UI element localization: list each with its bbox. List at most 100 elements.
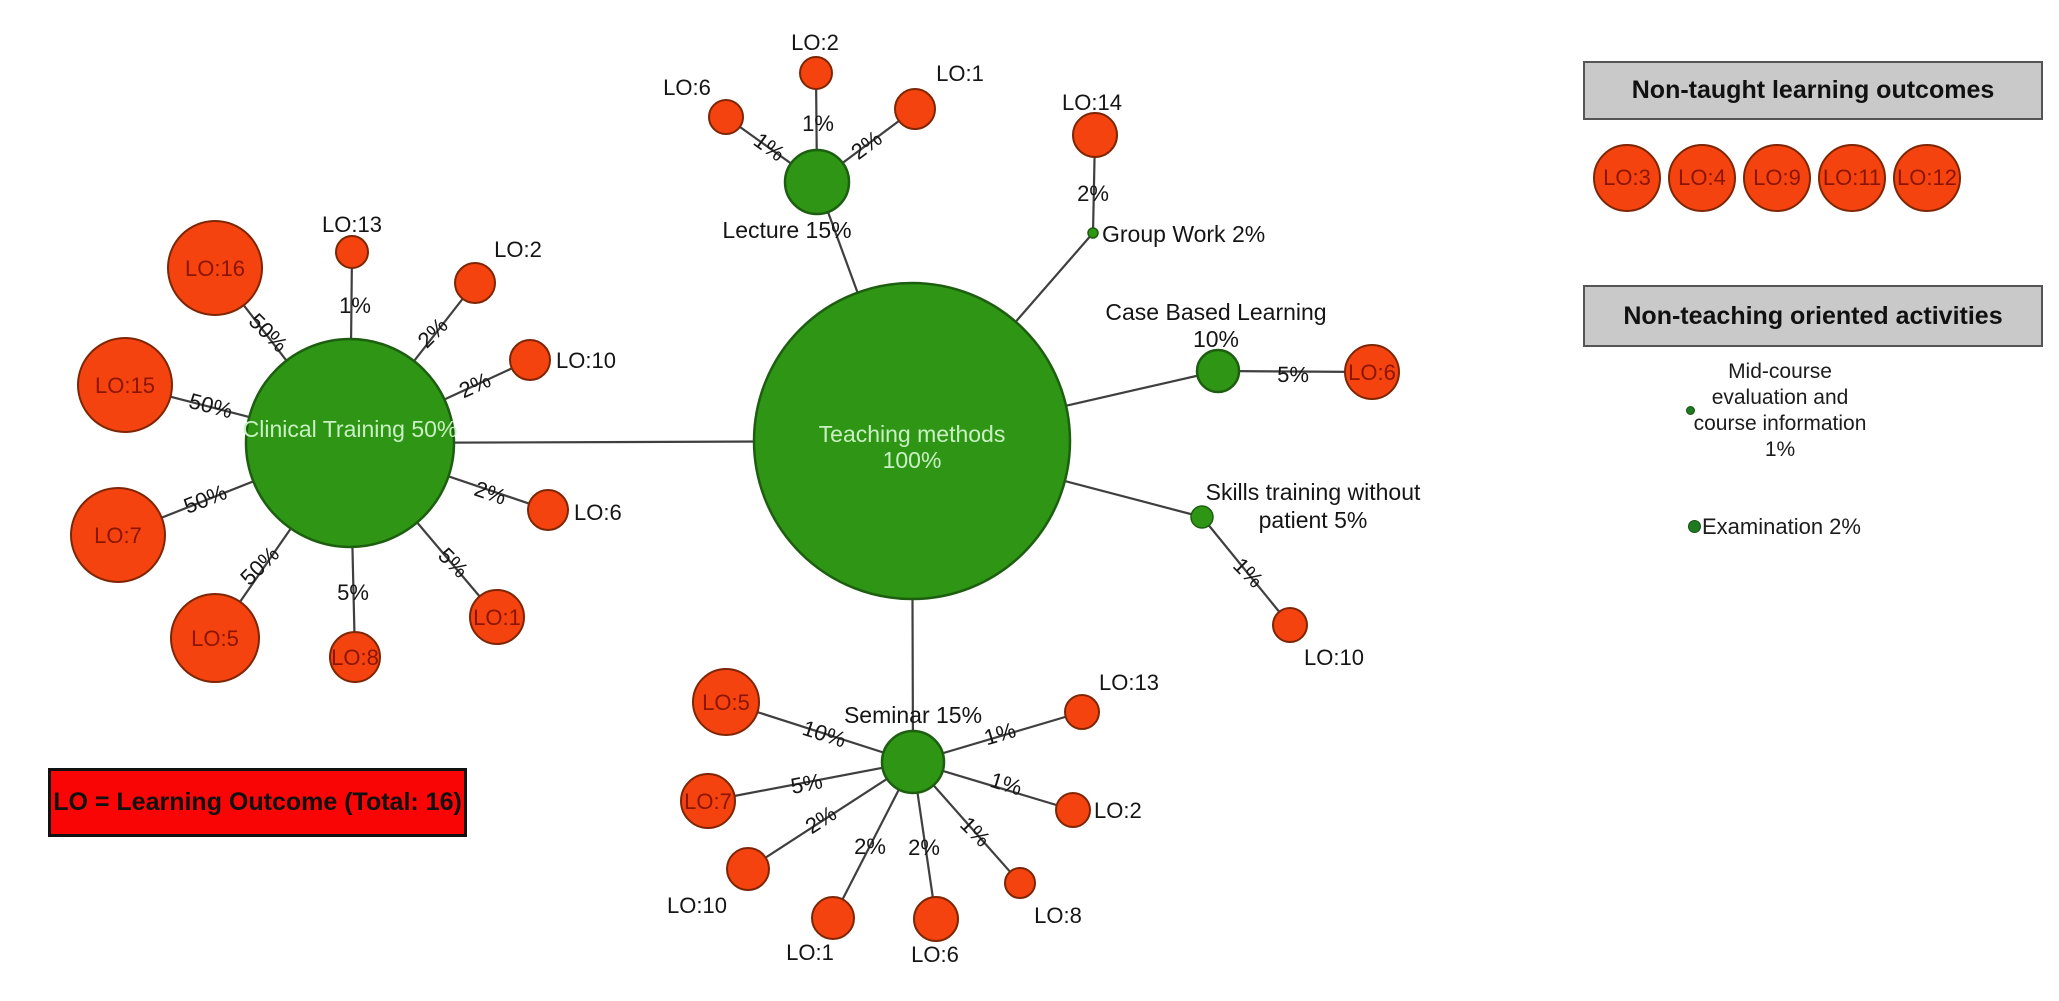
edge-skills-lo10 bbox=[1201, 516, 1291, 626]
edge-percent-label: 50% bbox=[186, 388, 235, 423]
hub-label-case_based: Case Based Learning bbox=[1105, 299, 1326, 325]
satellite-label-lo2: LO:2 bbox=[494, 237, 542, 262]
edge-percent-label: 1% bbox=[981, 717, 1019, 750]
edge-percent-label: 5% bbox=[337, 580, 369, 605]
hub-node-lecture bbox=[783, 148, 851, 216]
satellite-label-lo10: LO:10 bbox=[556, 348, 616, 373]
satellite-node-lo14 bbox=[1072, 112, 1118, 158]
satellite-node-lo2 bbox=[1055, 792, 1091, 828]
hub-label-skills: Skills training without bbox=[1206, 479, 1421, 505]
satellite-label-lo6: LO:6 bbox=[663, 75, 711, 100]
hub-label-seminar: Seminar 15% bbox=[844, 702, 982, 728]
edge-percent-label: 2% bbox=[846, 125, 886, 164]
hub-node-case_based bbox=[1195, 348, 1241, 394]
mid-course-dot-icon bbox=[1686, 406, 1695, 415]
satellite-label-lo8: LO:8 bbox=[331, 645, 379, 670]
satellite-node-lo7 bbox=[680, 773, 736, 829]
satellite-label-lo16: LO:16 bbox=[185, 256, 245, 281]
satellite-label-lo7: LO:7 bbox=[684, 789, 732, 814]
non-taught-outcomes-title: Non-taught learning outcomes bbox=[1631, 76, 1995, 104]
non-taught-lo-chip: LO:12 bbox=[1893, 144, 1961, 212]
hub-node-clinical bbox=[244, 337, 456, 549]
satellite-node-lo10 bbox=[509, 339, 551, 381]
chip-label: LO:12 bbox=[1897, 165, 1957, 190]
non-taught-lo-chip: LO:4 bbox=[1668, 144, 1736, 212]
satellite-node-lo6 bbox=[1344, 344, 1400, 400]
satellite-node-lo10 bbox=[1272, 607, 1308, 643]
hub-node-teaching bbox=[752, 281, 1072, 601]
satellite-label-lo6: LO:6 bbox=[574, 500, 622, 525]
satellite-label-lo5: LO:5 bbox=[702, 690, 750, 715]
hub-label-lecture: Lecture 15% bbox=[722, 217, 851, 243]
satellite-label-lo10: LO:10 bbox=[667, 893, 727, 918]
edge-percent-label: 5% bbox=[1277, 362, 1309, 387]
satellite-node-lo5 bbox=[692, 668, 760, 736]
lo-legend-label: LO = Learning Outcome (Total: 16) bbox=[53, 788, 462, 816]
satellite-node-lo15 bbox=[77, 337, 173, 433]
satellite-node-lo6 bbox=[913, 896, 959, 942]
edge-percent-label: 2% bbox=[455, 367, 494, 403]
mid-course-line: Mid-course bbox=[1728, 360, 1832, 383]
satellite-label-lo1: LO:1 bbox=[786, 940, 834, 965]
satellite-node-lo7 bbox=[70, 487, 166, 583]
satellite-label-lo6: LO:6 bbox=[911, 942, 959, 967]
mid-course-item: Mid-course evaluation and course informa… bbox=[1650, 359, 1910, 463]
satellite-node-lo5 bbox=[170, 593, 260, 683]
satellite-label-lo1: LO:1 bbox=[473, 605, 521, 630]
satellite-node-lo6 bbox=[708, 99, 744, 135]
satellite-label-lo2: LO:2 bbox=[791, 30, 839, 55]
satellite-node-lo16 bbox=[167, 220, 263, 316]
satellite-label-lo1: LO:1 bbox=[936, 61, 984, 86]
satellite-label-lo13: LO:13 bbox=[322, 212, 382, 237]
edge-percent-label: 2% bbox=[854, 834, 886, 859]
hub-label-skills: patient 5% bbox=[1259, 507, 1368, 533]
edge-percent-label: 1% bbox=[749, 127, 789, 166]
mid-course-line: course information bbox=[1693, 412, 1867, 435]
satellite-node-lo8 bbox=[1004, 867, 1036, 899]
satellite-node-lo13 bbox=[335, 235, 369, 269]
hub-label-group_work: Group Work 2% bbox=[1102, 221, 1265, 247]
satellite-node-lo6 bbox=[527, 489, 569, 531]
non-taught-lo-chip: LO:3 bbox=[1593, 144, 1661, 212]
hub-node-seminar bbox=[880, 729, 946, 795]
satellite-node-lo10 bbox=[726, 847, 770, 891]
satellite-node-lo2 bbox=[799, 56, 833, 90]
examination-item: Examination 2% bbox=[1702, 514, 1861, 539]
satellite-node-lo13 bbox=[1064, 694, 1100, 730]
edge-percent-label: 1% bbox=[802, 111, 834, 136]
satellite-label-lo2: LO:2 bbox=[1094, 798, 1142, 823]
non-taught-outcomes-row: LO:3 LO:4 LO:9 LO:11 LO:12 bbox=[1593, 144, 1961, 212]
satellite-label-lo10: LO:10 bbox=[1304, 645, 1364, 670]
edge-seminar-lo10 bbox=[747, 761, 914, 870]
non-taught-lo-chip: LO:11 bbox=[1818, 144, 1886, 212]
satellite-label-lo5: LO:5 bbox=[191, 626, 239, 651]
mid-course-line: 1% bbox=[1764, 438, 1796, 461]
satellite-node-lo1 bbox=[811, 896, 855, 940]
edge-percent-label: 2% bbox=[908, 835, 940, 860]
edge-percent-label: 2% bbox=[801, 801, 841, 839]
non-taught-lo-chip: LO:9 bbox=[1743, 144, 1811, 212]
edge-percent-label: 2% bbox=[471, 476, 509, 510]
satellite-label-lo6: LO:6 bbox=[1348, 360, 1396, 385]
non-taught-outcomes-header: Non-taught learning outcomes bbox=[1583, 61, 2043, 120]
satellite-node-lo2 bbox=[454, 262, 496, 304]
non-teaching-activities-title: Non-teaching oriented activities bbox=[1623, 301, 2003, 330]
satellite-label-lo7: LO:7 bbox=[94, 523, 142, 548]
hub-label-case_based: 10% bbox=[1193, 326, 1239, 352]
satellite-node-lo1 bbox=[469, 589, 525, 645]
hub-node-skills bbox=[1190, 505, 1214, 529]
edge-percent-label: 10% bbox=[800, 715, 850, 752]
edge-percent-label: 2% bbox=[1077, 181, 1109, 206]
chip-label: LO:3 bbox=[1603, 165, 1651, 190]
examination-dot-icon bbox=[1688, 520, 1701, 533]
satellite-label-lo13: LO:13 bbox=[1099, 670, 1159, 695]
chip-label: LO:11 bbox=[1822, 165, 1882, 190]
edge-percent-label: 1% bbox=[987, 767, 1025, 800]
hub-node-group_work bbox=[1087, 227, 1099, 239]
edge-percent-label: 5% bbox=[789, 768, 825, 799]
edge-percent-label: 50% bbox=[180, 479, 230, 518]
edge-seminar-lo7 bbox=[707, 760, 914, 803]
satellite-node-lo1 bbox=[894, 88, 936, 130]
